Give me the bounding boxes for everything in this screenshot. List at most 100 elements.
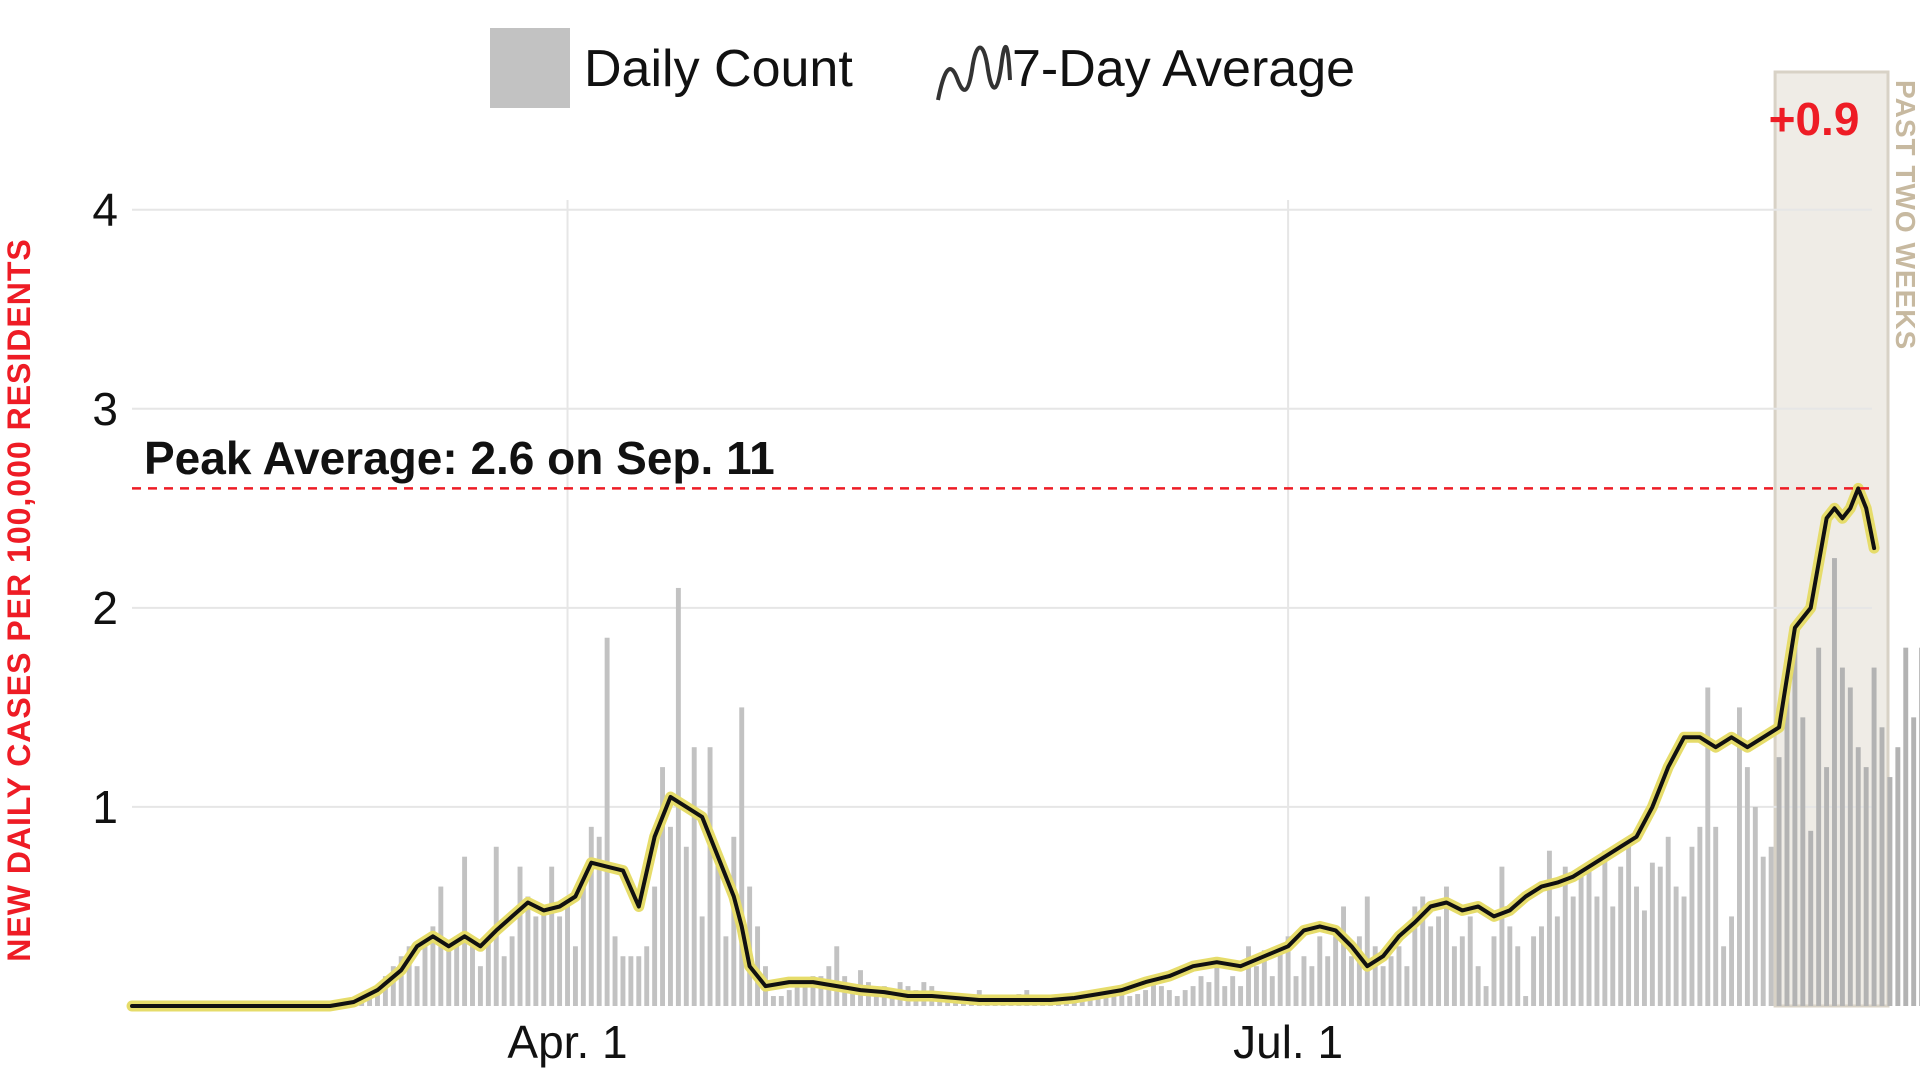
daily-count-bar [628,956,634,1006]
daily-count-bar [1626,842,1632,1006]
daily-count-bar [1190,986,1196,1006]
daily-count-bar [755,926,761,1006]
daily-count-bar [1158,986,1164,1006]
daily-count-bar [1111,996,1117,1006]
daily-count-bar [1119,986,1125,1006]
daily-count-bar [1198,976,1204,1006]
daily-count-bar [739,707,745,1006]
daily-count-bar [1507,926,1513,1006]
daily-count-bar [1428,926,1434,1006]
daily-count-bar [1737,707,1742,1006]
daily-count-bar [1887,777,1893,1006]
daily-count-bar [1499,866,1505,1006]
daily-count-bar [406,946,412,1006]
x-tick-label: Jul. 1 [1233,1016,1343,1068]
daily-count-bar [1705,687,1711,1006]
legend: Daily Count 7-Day Average [490,28,1355,108]
daily-count-bar [1863,767,1869,1006]
daily-count-bar [699,916,705,1006]
daily-count-bar [1388,956,1394,1006]
daily-count-bar [1309,966,1315,1006]
legend-label-7-day-average: 7-Day Average [1012,40,1355,98]
daily-count-bar [1301,956,1307,1006]
daily-count-bar [818,976,824,1006]
daily-count-bar [778,996,784,1006]
daily-count-bar [810,976,816,1006]
y-tick-label: 4 [92,184,118,236]
peak-average-label: Peak Average: 2.6 on Sep. 11 [144,432,775,484]
daily-count-bar [1752,806,1758,1006]
daily-count-bar [723,936,729,1006]
daily-count-bar [1483,986,1489,1006]
daily-count-bar [509,936,515,1006]
daily-count-bar [1444,886,1449,1006]
daily-count-bar [715,856,721,1006]
daily-count-bar [1847,687,1853,1006]
daily-count-bar [517,866,523,1006]
daily-count-bar [1341,906,1346,1006]
legend-label-daily-count: Daily Count [584,40,853,98]
daily-count-bar [1246,946,1251,1006]
daily-count-bar [1103,996,1109,1006]
daily-count-bar [477,966,483,1006]
daily-count-bar [572,946,578,1006]
daily-count-bar [1523,996,1529,1006]
daily-count-bar [683,846,689,1006]
daily-count-bar [644,946,650,1006]
daily-count-bar [1895,747,1901,1006]
daily-count-bar [1839,667,1845,1006]
daily-count-bar [1713,826,1719,1006]
daily-count-bar [470,946,475,1006]
daily-count-bar [1602,850,1608,1006]
daily-count-bar [1911,717,1917,1006]
y-tick-label: 1 [92,781,118,833]
daily-count-bar [1824,767,1830,1006]
past-two-weeks-label: PAST TWO WEEKS [1890,80,1920,350]
daily-count-bar [1317,936,1323,1006]
daily-count-bar [802,986,808,1006]
axes: 1 2 3 4 Apr. 1 Jul. 1 [92,184,1343,1068]
daily-count-bar [1816,647,1822,1006]
daily-count-bar [1721,946,1727,1006]
daily-count-bar [367,996,373,1006]
daily-count-bar [565,906,570,1006]
daily-count-bar [1396,946,1402,1006]
daily-count-bar [1166,990,1172,1006]
daily-count-bar [691,747,697,1006]
seven-day-average-line [126,482,1880,1012]
daily-count-bar [668,826,673,1006]
x-tick-label: Apr. 1 [507,1016,627,1068]
daily-count-bar [707,747,713,1006]
daily-count-bar [1380,966,1386,1006]
y-tick-label: 2 [92,582,118,634]
daily-count-bar [1451,946,1457,1006]
daily-count-bar [501,956,507,1006]
legend-swatch-7-day-average [936,44,1012,101]
daily-count-bar [1760,856,1766,1006]
daily-count-bar [1095,998,1101,1006]
daily-count-bar [1729,916,1735,1006]
daily-count-bar [557,916,563,1006]
daily-count-bar [731,836,737,1006]
daily-count-bar [1412,906,1418,1006]
daily-count-bar [1420,896,1426,1006]
legend-swatch-daily-count [490,28,570,108]
daily-count-bar [1784,671,1790,1006]
daily-count-bar [1855,747,1861,1006]
daily-count-bar [1832,558,1837,1006]
daily-count-bar [1230,976,1236,1006]
daily-count-bar [1657,866,1663,1006]
daily-count-bar [1404,966,1410,1006]
daily-count-bar [794,982,800,1006]
daily-count-bar [1697,826,1703,1006]
daily-count-bar [446,946,452,1006]
daily-count-bar [1776,757,1782,1006]
daily-count-bar [1491,936,1497,1006]
daily-count-bar [1539,926,1544,1006]
daily-count-bar [1515,946,1521,1006]
daily-count-bar [1372,946,1378,1006]
daily-count-bar [533,916,539,1006]
daily-count-bar [1586,870,1592,1006]
daily-count-bar [1151,976,1156,1006]
daily-count-bar [620,956,626,1006]
